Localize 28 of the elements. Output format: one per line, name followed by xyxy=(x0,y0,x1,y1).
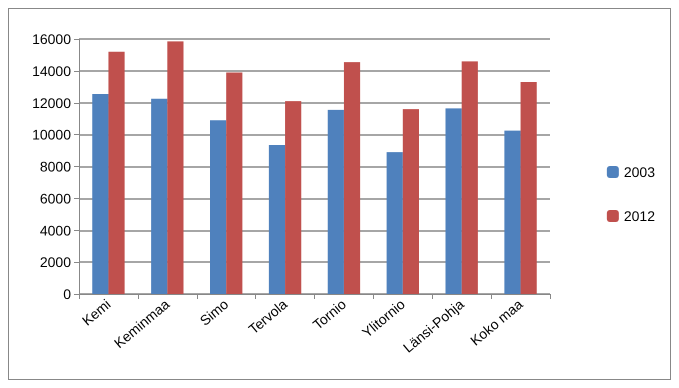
x-tick-label: Simo xyxy=(196,296,232,329)
legend-label: 2003 xyxy=(624,164,656,180)
bar xyxy=(92,94,108,294)
y-tick-label: 2000 xyxy=(40,254,72,270)
bar xyxy=(445,108,462,294)
y-tick-label: 16000 xyxy=(32,31,72,47)
y-tick-label: 14000 xyxy=(32,62,72,79)
y-tick-label: 4000 xyxy=(40,222,72,238)
bar xyxy=(210,120,226,294)
y-tick-label: 6000 xyxy=(40,190,72,206)
bar xyxy=(504,130,521,294)
bar xyxy=(344,62,360,294)
bar xyxy=(268,144,286,294)
y-tick-label: 0 xyxy=(63,286,72,302)
bar xyxy=(462,61,478,294)
legend-label: 2012 xyxy=(624,208,656,224)
bar xyxy=(402,109,420,294)
bar xyxy=(520,82,537,294)
y-tick-label: 10000 xyxy=(32,126,72,143)
y-tick-label: 12000 xyxy=(32,94,72,111)
bar xyxy=(167,41,184,294)
bar xyxy=(226,72,242,294)
bar xyxy=(285,101,302,294)
y-tick-label: 8000 xyxy=(40,158,72,174)
bar xyxy=(386,152,403,294)
bar xyxy=(151,98,168,294)
bar xyxy=(328,110,344,294)
bar xyxy=(108,52,125,294)
